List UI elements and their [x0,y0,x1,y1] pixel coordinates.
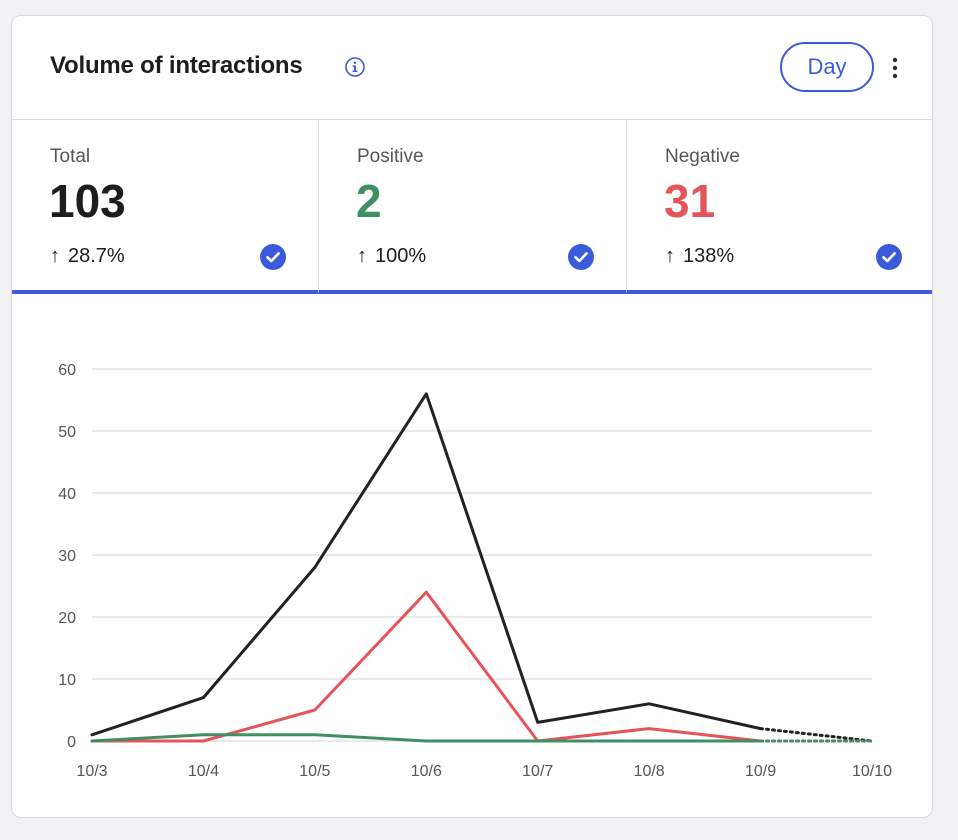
stat-change-value: 138% [683,245,735,267]
series-partial-line-total [759,727,874,743]
period-day-button[interactable]: Day [780,42,874,92]
kebab-menu-icon[interactable] [886,56,904,80]
stat-positive[interactable]: Positive 2 ↑ 100% [319,120,627,294]
stat-value: 103 [49,175,126,227]
x-tick-label: 10/4 [188,763,219,780]
check-circle-icon[interactable] [876,244,902,270]
info-circle-icon[interactable] [345,57,365,77]
stat-change-value: 100% [375,245,427,267]
y-tick-label: 50 [58,424,76,441]
card-title: Volume of interactions [50,52,303,79]
chart-area: 0 10 20 30 40 50 60 10/3 10/4 10/5 10/6 10/7 10/8 10/… [12,294,932,814]
stat-label: Positive [357,146,424,167]
stat-change: ↑ 138% [665,245,734,268]
x-tick-label: 10/5 [299,763,330,780]
stat-total[interactable]: Total 103 ↑ 28.7% [12,120,319,294]
x-tick-label: 10/7 [522,763,553,780]
stat-label: Negative [665,146,740,167]
y-tick-label: 10 [58,672,76,689]
stat-value: 31 [664,175,716,227]
y-tick-label: 60 [58,362,76,379]
y-tick-label: 0 [67,734,76,751]
series-line-positive [90,733,763,743]
x-tick-label: 10/8 [634,763,665,780]
check-circle-icon[interactable] [260,244,286,270]
stat-change-value: 28.7% [68,245,125,267]
card-header: Volume of interactions Day [12,16,932,120]
x-tick-label: 10/10 [852,763,892,780]
stat-change: ↑ 100% [357,245,426,268]
y-tick-label: 20 [58,610,76,627]
interactions-card: Volume of interactions Day Total 103 ↑ 28… [11,15,933,818]
line-chart: 0 10 20 30 40 50 60 10/3 10/4 10/5 10/6 10/7 10/8 10/… [58,362,892,780]
series-line-total [90,392,763,737]
check-circle-icon[interactable] [568,244,594,270]
stat-label: Total [50,146,91,167]
y-tick-label: 30 [58,548,76,565]
stat-value: 2 [356,175,382,227]
arrow-up-icon: ↑ [50,245,60,267]
stats-row: Total 103 ↑ 28.7% Positive 2 ↑ 100% Negati… [12,120,932,294]
stat-change: ↑ 28.7% [50,245,125,268]
y-tick-label: 40 [58,486,76,503]
x-tick-label: 10/3 [76,763,107,780]
arrow-up-icon: ↑ [665,245,675,267]
series-line-negative [90,590,763,743]
stat-negative[interactable]: Negative 31 ↑ 138% [627,120,932,294]
x-tick-label: 10/9 [745,763,776,780]
arrow-up-icon: ↑ [357,245,367,267]
x-tick-label: 10/6 [411,763,442,780]
